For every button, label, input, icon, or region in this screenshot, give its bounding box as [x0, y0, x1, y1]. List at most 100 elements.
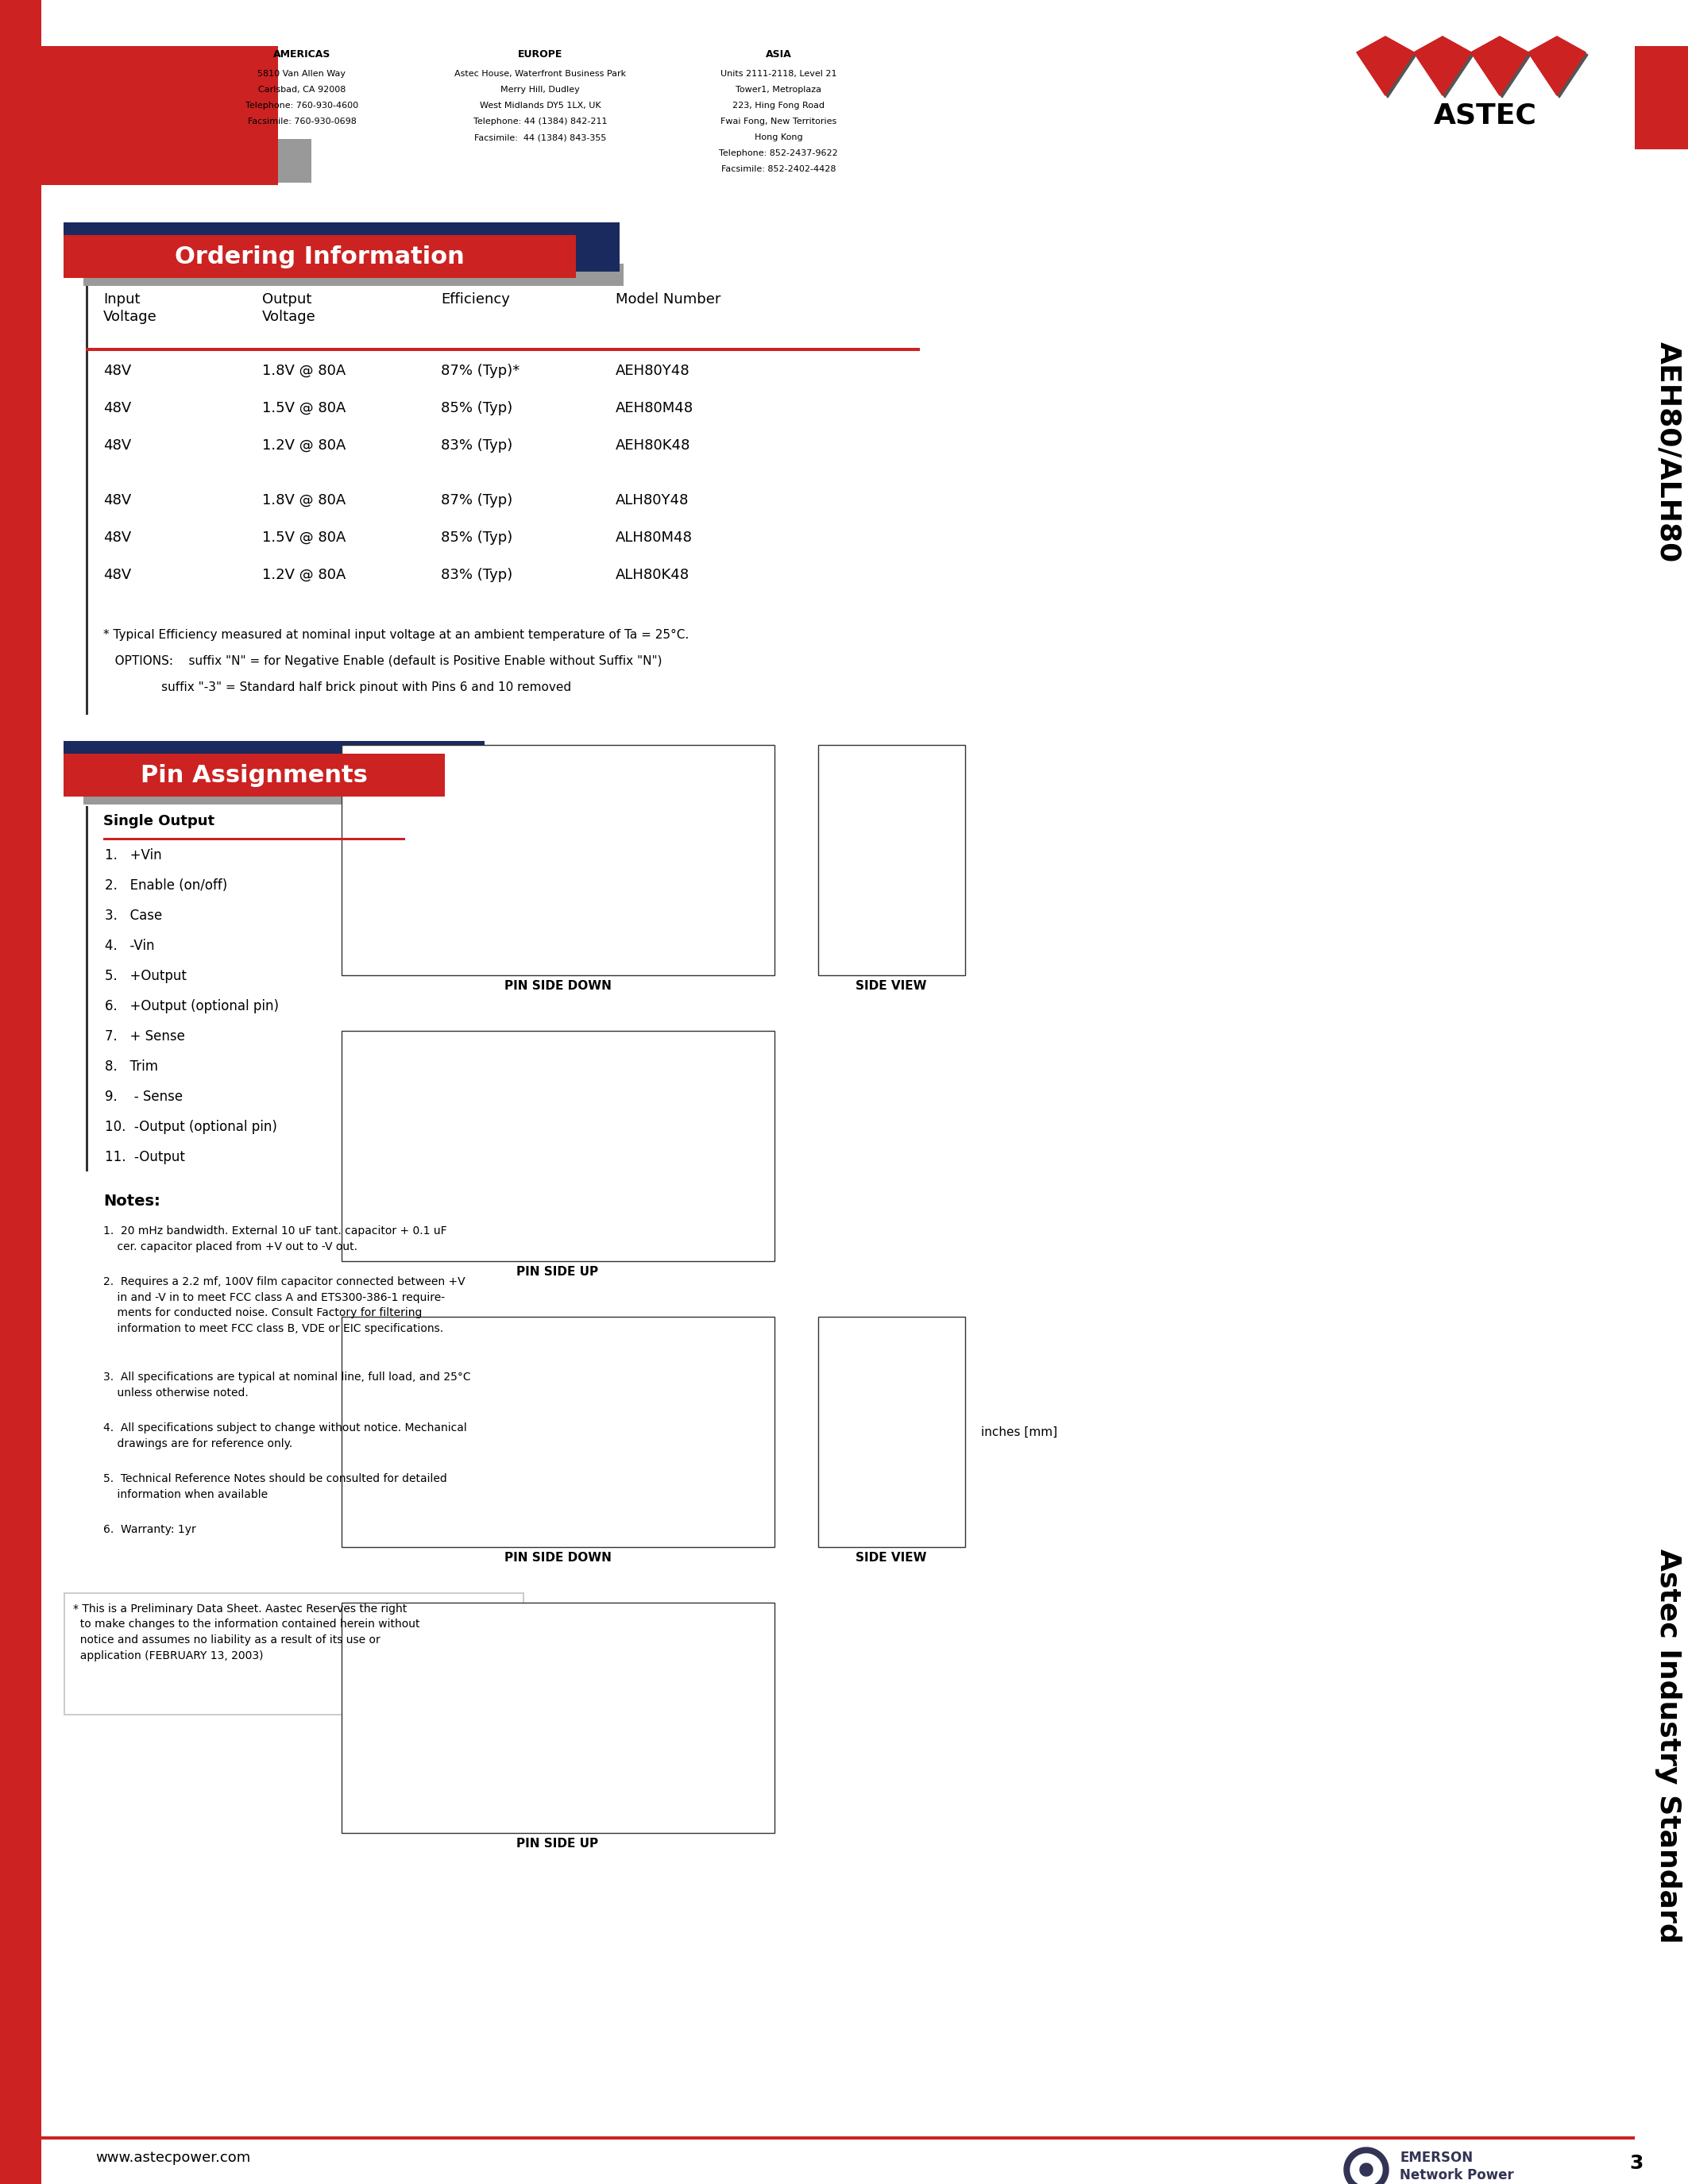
- Bar: [41, 140, 311, 183]
- Text: inches [mm]: inches [mm]: [981, 1426, 1057, 1437]
- Polygon shape: [1364, 2147, 1369, 2153]
- Text: AEH80/ALH80: AEH80/ALH80: [1654, 341, 1681, 563]
- Text: 6.  Warranty: 1yr: 6. Warranty: 1yr: [103, 1524, 196, 1535]
- Bar: [64, 223, 619, 271]
- Text: Astec House, Waterfront Business Park: Astec House, Waterfront Business Park: [454, 70, 626, 79]
- Text: 1.2V @ 80A: 1.2V @ 80A: [262, 439, 346, 452]
- Polygon shape: [1376, 2153, 1382, 2160]
- Text: 2.  Requires a 2.2 mf, 100V film capacitor connected between +V
    in and -V in: 2. Requires a 2.2 mf, 100V film capacito…: [103, 1275, 466, 1334]
- Bar: [83, 782, 505, 804]
- Bar: [86, 286, 88, 714]
- Polygon shape: [1376, 2180, 1382, 2184]
- Text: Notes:: Notes:: [103, 1195, 160, 1208]
- Text: EMERSON
Network Power: EMERSON Network Power: [1399, 2151, 1514, 2182]
- Polygon shape: [1359, 39, 1416, 98]
- Text: 11.  -Output: 11. -Output: [105, 1151, 186, 1164]
- Text: 87% (Typ): 87% (Typ): [441, 494, 513, 507]
- Text: ALH80Y48: ALH80Y48: [616, 494, 689, 507]
- Text: 48V: 48V: [103, 568, 132, 583]
- Polygon shape: [1344, 2147, 1389, 2184]
- Text: 48V: 48V: [103, 365, 132, 378]
- Bar: [819, 1317, 966, 1546]
- Bar: [64, 236, 576, 277]
- Text: Single Output: Single Output: [103, 815, 214, 828]
- Text: Facsimile:  44 (1384) 843-355: Facsimile: 44 (1384) 843-355: [474, 133, 606, 142]
- Text: 9.    - Sense: 9. - Sense: [105, 1090, 182, 1103]
- Polygon shape: [1382, 2167, 1389, 2173]
- Text: 1.   +Vin: 1. +Vin: [105, 847, 162, 863]
- Text: Model Number: Model Number: [616, 293, 721, 306]
- Text: * This is a Preliminary Data Sheet. Aastec Reserves the right
  to make changes : * This is a Preliminary Data Sheet. Aast…: [73, 1603, 420, 1662]
- Polygon shape: [1528, 37, 1585, 96]
- Text: 1.  20 mHz bandwidth. External 10 uF tant. capacitor + 0.1 uF
    cer. capacitor: 1. 20 mHz bandwidth. External 10 uF tant…: [103, 1225, 447, 1251]
- Text: 48V: 48V: [103, 439, 132, 452]
- Text: PIN SIDE DOWN: PIN SIDE DOWN: [505, 1553, 611, 1564]
- Bar: [341, 1317, 775, 1546]
- Polygon shape: [1416, 39, 1474, 98]
- Text: Pin Assignments: Pin Assignments: [140, 764, 368, 786]
- Text: 6.   +Output (optional pin): 6. +Output (optional pin): [105, 998, 279, 1013]
- Text: 2.   Enable (on/off): 2. Enable (on/off): [105, 878, 228, 893]
- Text: Telephone: 760-930-4600: Telephone: 760-930-4600: [245, 103, 358, 109]
- Polygon shape: [1357, 37, 1415, 96]
- Text: ASIA: ASIA: [765, 50, 792, 59]
- Text: ALH80K48: ALH80K48: [616, 568, 690, 583]
- Polygon shape: [1472, 37, 1528, 96]
- Text: www.astecpower.com: www.astecpower.com: [95, 2151, 250, 2164]
- Text: 5810 Van Allen Way: 5810 Van Allen Way: [258, 70, 346, 79]
- Bar: [103, 839, 405, 841]
- Polygon shape: [1531, 39, 1588, 98]
- Text: Units 2111-2118, Level 21: Units 2111-2118, Level 21: [721, 70, 837, 79]
- Text: 87% (Typ)*: 87% (Typ)*: [441, 365, 520, 378]
- Text: Hong Kong: Hong Kong: [755, 133, 802, 142]
- Bar: [341, 745, 775, 976]
- Text: Astec Industry Standard: Astec Industry Standard: [1654, 1548, 1681, 1944]
- Text: 5.  Technical Reference Notes should be consulted for detailed
    information w: 5. Technical Reference Notes should be c…: [103, 1474, 447, 1500]
- Text: 4.  All specifications subject to change without notice. Mechanical
    drawings: 4. All specifications subject to change …: [103, 1422, 468, 1448]
- Text: 1.8V @ 80A: 1.8V @ 80A: [262, 365, 346, 378]
- Bar: [41, 2136, 1634, 2140]
- Polygon shape: [1350, 2153, 1382, 2184]
- Text: 48V: 48V: [103, 531, 132, 544]
- Polygon shape: [1415, 37, 1472, 96]
- Text: Merry Hill, Dudley: Merry Hill, Dudley: [501, 85, 579, 94]
- Bar: [341, 1031, 775, 1260]
- Text: PIN SIDE UP: PIN SIDE UP: [517, 1837, 599, 1850]
- Text: 3.  All specifications are typical at nominal line, full load, and 25°C
    unle: 3. All specifications are typical at nom…: [103, 1372, 471, 1398]
- Polygon shape: [1361, 2164, 1372, 2175]
- Text: PIN SIDE DOWN: PIN SIDE DOWN: [505, 981, 611, 992]
- Text: Output
Voltage: Output Voltage: [262, 293, 316, 323]
- Text: AMERICAS: AMERICAS: [273, 50, 331, 59]
- Text: 4.   -Vin: 4. -Vin: [105, 939, 155, 952]
- Polygon shape: [1357, 2160, 1376, 2180]
- Polygon shape: [1350, 2153, 1357, 2160]
- Text: 7.   + Sense: 7. + Sense: [105, 1029, 186, 1044]
- Text: AEH80K48: AEH80K48: [616, 439, 690, 452]
- Text: AEH80M48: AEH80M48: [616, 402, 694, 415]
- Text: ALH80M48: ALH80M48: [616, 531, 692, 544]
- Text: suffix "-3" = Standard half brick pinout with Pins 6 and 10 removed: suffix "-3" = Standard half brick pinout…: [103, 681, 571, 692]
- Text: Efficiency: Efficiency: [441, 293, 510, 306]
- Bar: [1634, 46, 1688, 149]
- Bar: [64, 740, 484, 791]
- Text: Telephone: 852-2437-9622: Telephone: 852-2437-9622: [719, 149, 837, 157]
- Bar: [83, 264, 623, 286]
- Polygon shape: [1357, 37, 1415, 96]
- Text: EUROPE: EUROPE: [518, 50, 562, 59]
- Bar: [64, 753, 446, 797]
- Polygon shape: [1344, 2167, 1350, 2173]
- Text: 3.   Case: 3. Case: [105, 909, 162, 924]
- Text: * Typical Efficiency measured at nominal input voltage at an ambient temperature: * Typical Efficiency measured at nominal…: [103, 629, 689, 640]
- Text: Telephone: 44 (1384) 842-211: Telephone: 44 (1384) 842-211: [473, 118, 608, 124]
- Text: SIDE VIEW: SIDE VIEW: [856, 981, 927, 992]
- Bar: [66, 1594, 523, 1714]
- Text: West Midlands DY5 1LX, UK: West Midlands DY5 1LX, UK: [479, 103, 601, 109]
- Text: Facsimile: 852-2402-4428: Facsimile: 852-2402-4428: [721, 166, 836, 173]
- Text: AEH80Y48: AEH80Y48: [616, 365, 690, 378]
- Text: OPTIONS:    suffix "N" = for Negative Enable (default is Positive Enable without: OPTIONS: suffix "N" = for Negative Enabl…: [103, 655, 662, 666]
- Text: 1.8V @ 80A: 1.8V @ 80A: [262, 494, 346, 507]
- Bar: [0, 46, 279, 186]
- Polygon shape: [1350, 2180, 1357, 2184]
- Text: 223, Hing Fong Road: 223, Hing Fong Road: [733, 103, 824, 109]
- Polygon shape: [1472, 37, 1528, 96]
